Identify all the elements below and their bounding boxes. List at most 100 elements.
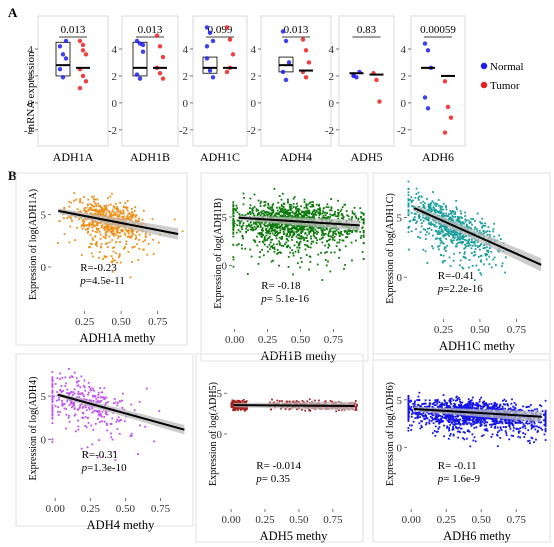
data-point [362, 257, 365, 260]
data-point [267, 250, 269, 253]
data-point [283, 211, 286, 214]
data-point [468, 226, 471, 229]
data-point [51, 398, 54, 400]
data-point [243, 400, 246, 403]
data-point [308, 255, 311, 258]
data-point [292, 197, 295, 200]
data-point [271, 208, 274, 211]
data-point [278, 264, 280, 267]
data-point [99, 233, 102, 236]
normal-point [57, 44, 63, 49]
data-point [296, 205, 299, 208]
data-point [97, 228, 100, 231]
data-point [246, 406, 249, 409]
data-point [417, 414, 420, 417]
data-point [346, 231, 349, 233]
data-point [544, 413, 547, 416]
data-point [467, 219, 470, 222]
data-point [51, 422, 54, 424]
data-point [261, 248, 263, 251]
tumor-point [154, 33, 160, 38]
data-point [298, 233, 300, 236]
data-point [452, 210, 454, 212]
data-point [540, 427, 542, 430]
data-point [452, 259, 455, 262]
data-point [344, 203, 347, 206]
data-point [422, 220, 425, 222]
data-point [471, 238, 473, 241]
data-point [326, 216, 329, 219]
data-point [316, 233, 318, 235]
data-point [94, 198, 97, 201]
normal-point [60, 75, 66, 80]
data-point [79, 392, 82, 395]
data-point [83, 395, 85, 398]
data-point [493, 408, 496, 410]
data-point [129, 276, 132, 279]
data-point [331, 236, 334, 239]
data-point [407, 180, 410, 183]
data-point [480, 424, 483, 426]
data-point [436, 237, 439, 240]
data-point [98, 231, 101, 233]
data-point [431, 412, 434, 415]
data-point [51, 416, 54, 419]
data-point [138, 217, 141, 220]
tumor-point [80, 48, 86, 53]
data-point [83, 379, 86, 382]
data-point [415, 412, 418, 414]
data-point [281, 214, 284, 217]
data-point [477, 421, 480, 423]
data-point [264, 239, 267, 242]
data-point [263, 223, 266, 226]
data-point [110, 227, 113, 230]
data-point [470, 422, 473, 425]
data-point [124, 234, 127, 237]
data-point [111, 210, 113, 213]
pvalue-label: 0.013 [138, 24, 163, 36]
data-point [468, 242, 471, 245]
data-point [337, 213, 340, 216]
data-point [359, 231, 362, 233]
data-point [273, 187, 276, 190]
data-point [464, 257, 467, 260]
data-point [304, 232, 307, 234]
data-point [454, 216, 457, 218]
data-point [321, 216, 324, 219]
data-point [104, 214, 107, 217]
data-point [442, 213, 445, 216]
data-point [121, 212, 124, 215]
data-point [482, 418, 485, 421]
data-point [457, 219, 459, 221]
data-point [473, 422, 476, 425]
data-point [233, 400, 236, 403]
y-tick-label: 4 [401, 44, 407, 56]
data-point [459, 210, 462, 213]
data-point [438, 231, 441, 234]
data-point [295, 400, 298, 402]
data-point [262, 240, 264, 243]
data-point [113, 206, 115, 208]
tumor-point [157, 44, 163, 49]
data-point [80, 225, 83, 228]
data-point [117, 211, 120, 214]
data-point [427, 218, 430, 221]
data-point [337, 227, 340, 230]
pvalue-label: 0.013 [284, 24, 309, 36]
data-point [407, 198, 410, 200]
data-point [499, 437, 502, 439]
data-point [351, 210, 354, 213]
data-point [134, 206, 137, 208]
data-point [300, 205, 303, 208]
data-point [79, 406, 81, 409]
data-point [490, 250, 493, 253]
data-point [544, 439, 547, 441]
data-point [259, 205, 262, 208]
normal-point [210, 38, 216, 44]
data-point [514, 420, 517, 423]
data-point [324, 214, 327, 217]
data-point [122, 218, 125, 220]
data-point [413, 403, 416, 406]
